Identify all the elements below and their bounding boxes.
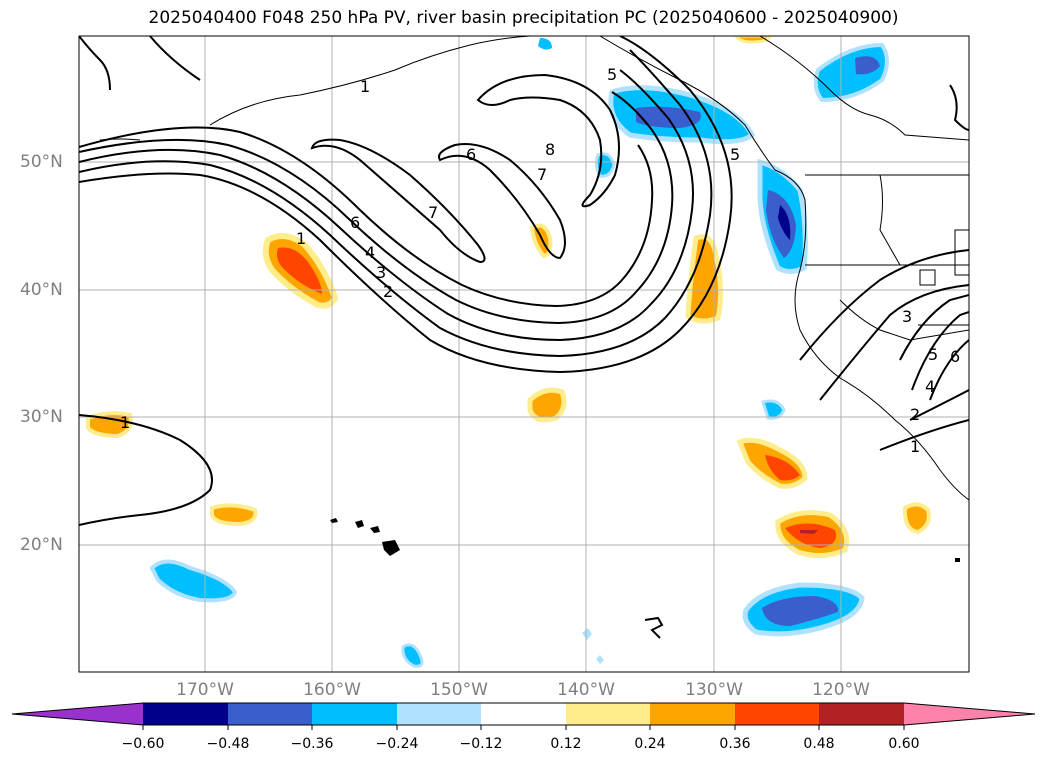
contour-label: 4: [925, 377, 935, 396]
contour-label: 6: [350, 213, 360, 232]
colorbar-tick-label: 0.48: [803, 736, 835, 752]
precip-negative-patch: [582, 628, 592, 640]
map-title: 2025040400 F048 250 hPa PV, river basin …: [148, 8, 899, 28]
colorbar-segment: [312, 703, 397, 725]
colorbar-segment: [143, 703, 228, 725]
contour-label: 1: [910, 437, 920, 456]
precip-shading: [86, 36, 931, 668]
lat-label: 50°N: [20, 152, 63, 172]
precip-positive-core: [765, 455, 800, 481]
colorbar-tick-label: −0.48: [206, 736, 250, 752]
lon-label: 140°W: [557, 680, 615, 700]
precip-positive-patch: [210, 503, 258, 527]
colorbar-segment: [481, 703, 566, 725]
lon-label: 130°W: [685, 680, 743, 700]
precip-negative-patch: [401, 643, 424, 668]
contour-label: 5: [928, 345, 938, 364]
colorbar-segment: [228, 703, 312, 725]
colorbar-tick-label: −0.60: [121, 736, 165, 752]
colorbar-tick-label: 0.36: [719, 736, 751, 752]
contour-label: 1: [120, 413, 130, 432]
colorbar-tick-label: 0.12: [550, 736, 582, 752]
precip-positive-core: [800, 530, 818, 534]
colorbar-min-extension: [12, 703, 143, 725]
precip-positive-core: [276, 247, 322, 294]
lat-label: 30°N: [20, 407, 63, 427]
precip-negative-core: [778, 205, 791, 240]
contour-label: 7: [537, 165, 547, 184]
colorbar-tick-label: −0.24: [375, 736, 419, 752]
contour-label: 2: [383, 282, 393, 301]
islands: [330, 518, 960, 562]
precip-negative-core: [762, 596, 839, 626]
precip-positive-patch: [685, 234, 724, 324]
graticule: [79, 36, 969, 672]
colorbar-segment: [566, 703, 650, 725]
contour-labels: 5 1 8 6 7 1 6 7 4 3 2 1 5 3 4 2 1 5 6: [120, 65, 960, 456]
colorbar-tick-label: −0.36: [290, 736, 334, 752]
precip-negative-core: [855, 56, 880, 75]
colorbar-segment: [819, 703, 904, 725]
contour-label: 2: [910, 405, 920, 424]
precip-positive-patch: [527, 387, 567, 423]
contour-label: 5: [607, 65, 617, 84]
contour-label: 1: [296, 229, 306, 248]
colorbar-tick-label: −0.12: [459, 736, 503, 752]
lat-label: 20°N: [20, 535, 63, 555]
contour-label: 3: [376, 263, 386, 282]
colorbar-segment: [735, 703, 819, 725]
lon-label: 160°W: [303, 680, 361, 700]
colorbar-max-extension: [904, 703, 1035, 725]
precip-negative-patch: [761, 399, 786, 420]
precip-negative-patch: [813, 42, 889, 103]
precip-positive-patch: [529, 223, 553, 259]
precip-positive-patch: [902, 502, 931, 535]
precip-positive-patch: [86, 411, 133, 439]
map-frame: [78, 35, 970, 673]
contour-label: 5: [730, 145, 740, 164]
lon-label: 120°W: [812, 680, 870, 700]
colorbar-tick-label: 0.24: [634, 736, 666, 752]
colorbar-segment: [397, 703, 481, 725]
colorbar-segment: [650, 703, 735, 725]
colorbar-tick-label: 0.60: [888, 736, 920, 752]
contour-label: 3: [902, 307, 912, 326]
lat-label: 40°N: [20, 280, 63, 300]
lon-label: 170°W: [176, 680, 234, 700]
precip-negative-patch: [538, 38, 552, 50]
contour-label: 8: [545, 140, 555, 159]
lon-label: 150°W: [430, 680, 488, 700]
contour-label: 1: [360, 77, 370, 96]
contour-label: 6: [466, 145, 476, 164]
contour-label: 6: [950, 347, 960, 366]
precip-positive-core: [785, 523, 836, 548]
precip-negative-patch: [596, 655, 604, 664]
coastlines: [99, 36, 969, 501]
precip-negative-patch: [149, 559, 238, 603]
pv-contours: [79, 36, 969, 639]
contour-label: 7: [428, 203, 438, 222]
contour-label: 4: [365, 243, 375, 262]
precip-positive-patch: [734, 36, 772, 44]
colorbar: [11, 702, 1036, 730]
